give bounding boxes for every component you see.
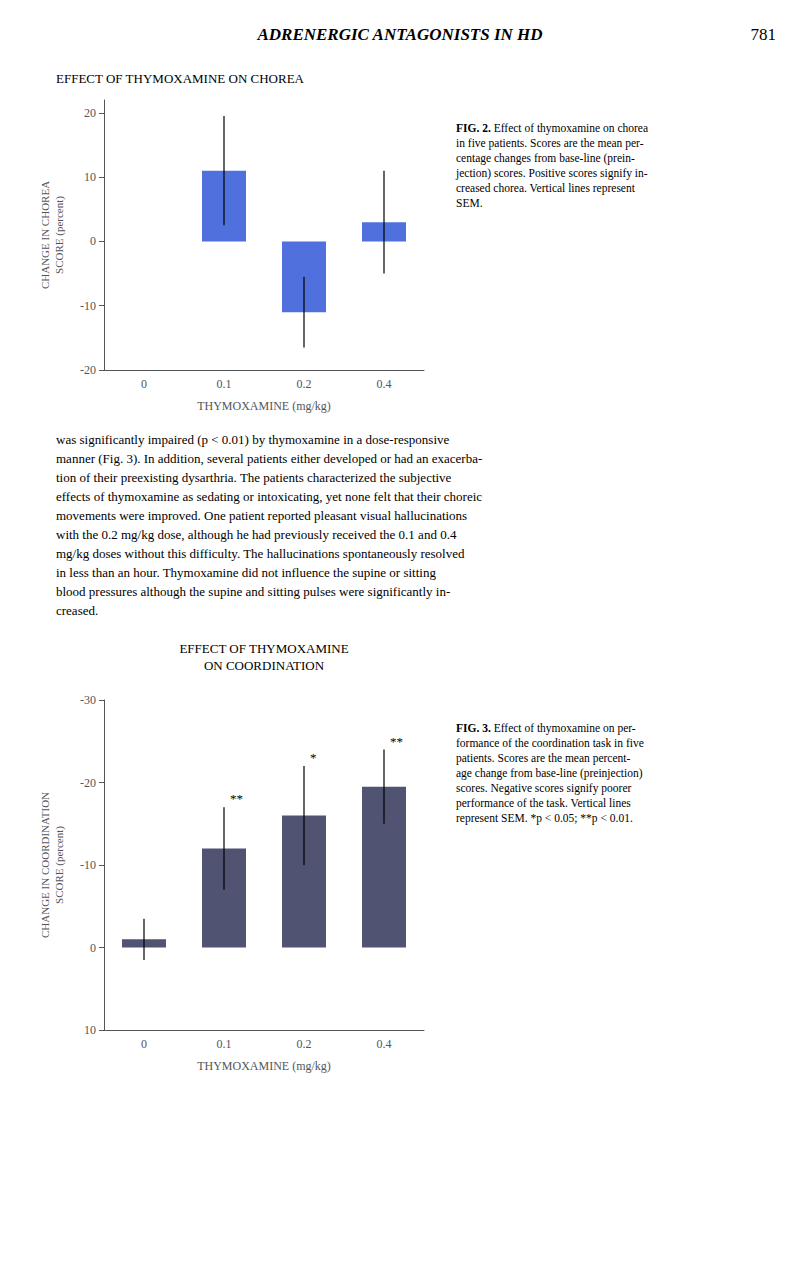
svg-text:centage changes from base-line: centage changes from base-line (prein- [456, 152, 635, 165]
svg-text:10: 10 [84, 170, 96, 184]
svg-text:0.1: 0.1 [217, 1037, 232, 1051]
svg-text:-20: -20 [80, 363, 96, 377]
svg-text:blood pressures although the s: blood pressures although the supine and … [56, 584, 450, 599]
svg-text:0.2: 0.2 [297, 1037, 312, 1051]
svg-text:THYMOXAMINE (mg/kg): THYMOXAMINE (mg/kg) [197, 399, 331, 413]
svg-text:0: 0 [90, 234, 96, 248]
svg-text:FIG. 2.: FIG. 2. [456, 122, 491, 134]
svg-text:-10: -10 [80, 299, 96, 313]
svg-text:was significantly impaired (p: was significantly impaired (p < 0.01) by… [56, 432, 450, 447]
svg-text:in five patients. Scores are t: in five patients. Scores are the mean pe… [456, 137, 644, 150]
svg-text:EFFECT OF THYMOXAMINE ON CHORE: EFFECT OF THYMOXAMINE ON CHOREA [56, 71, 305, 86]
svg-text:manner (Fig. 3). In addition,: manner (Fig. 3). In addition, several pa… [56, 451, 482, 466]
svg-text:patients. Scores are the mean: patients. Scores are the mean percent- [456, 752, 631, 765]
svg-text:-10: -10 [80, 858, 96, 872]
svg-text:performance of the task. Verti: performance of the task. Vertical lines [456, 797, 631, 810]
svg-text:0: 0 [141, 1037, 147, 1051]
svg-text:0.2: 0.2 [297, 377, 312, 391]
svg-text:0.4: 0.4 [377, 377, 392, 391]
svg-text:effects of thymoxamine as seda: effects of thymoxamine as sedating or in… [56, 489, 482, 504]
svg-text:creased chorea. Vertical lines: creased chorea. Vertical lines represent [456, 182, 636, 195]
svg-text:0: 0 [141, 377, 147, 391]
svg-text:781: 781 [751, 25, 777, 44]
svg-text:THYMOXAMINE (mg/kg): THYMOXAMINE (mg/kg) [197, 1059, 331, 1073]
svg-text:SCORE (percent): SCORE (percent) [53, 196, 66, 274]
svg-text:CHANGE IN COORDINATION: CHANGE IN COORDINATION [39, 792, 51, 938]
svg-text:0.1: 0.1 [217, 377, 232, 391]
svg-text:10: 10 [84, 1023, 96, 1037]
svg-text:with the 0.2 mg/kg dose, altho: with the 0.2 mg/kg dose, although he had… [56, 527, 457, 542]
svg-text:jection) scores. Positive scor: jection) scores. Positive scores signify… [455, 167, 648, 180]
svg-text:SEM.: SEM. [456, 197, 483, 209]
svg-text:**: ** [390, 734, 403, 749]
svg-text:Effect of thymoxamine on per-: Effect of thymoxamine on per- [491, 722, 636, 735]
svg-text:scores. Negative scores signif: scores. Negative scores signify poorer [456, 782, 631, 795]
svg-text:tion of their preexisting dysa: tion of their preexisting dysarthria. Th… [56, 470, 452, 485]
svg-text:ADRENERGIC ANTAGONISTS IN HD: ADRENERGIC ANTAGONISTS IN HD [256, 25, 542, 44]
svg-text:formance of the coordination t: formance of the coordination task in fiv… [456, 737, 644, 749]
svg-text:-30: -30 [80, 693, 96, 707]
svg-text:mg/kg doses without this diffi: mg/kg doses without this difficulty. The… [56, 546, 465, 561]
svg-text:EFFECT OF THYMOXAMINE: EFFECT OF THYMOXAMINE [179, 641, 348, 656]
svg-text:ON COORDINATION: ON COORDINATION [204, 658, 325, 673]
svg-text:FIG. 3.: FIG. 3. [456, 722, 491, 734]
svg-text:represent SEM. *p < 0.05; **p: represent SEM. *p < 0.05; **p < 0.01. [456, 812, 633, 825]
svg-text:20: 20 [84, 106, 96, 120]
svg-text:SCORE (percent): SCORE (percent) [53, 826, 66, 904]
svg-text:**: ** [230, 791, 243, 806]
svg-text:CHANGE IN CHOREA: CHANGE IN CHOREA [39, 181, 51, 289]
svg-text:in less than an hour. Thymoxam: in less than an hour. Thymoxamine did no… [56, 565, 436, 580]
svg-text:*: * [310, 750, 317, 765]
svg-text:Effect of thymoxamine on chore: Effect of thymoxamine on chorea [491, 122, 648, 135]
svg-text:-20: -20 [80, 776, 96, 790]
svg-text:0.4: 0.4 [377, 1037, 392, 1051]
svg-text:age change from base-line (pre: age change from base-line (preinjection) [456, 767, 643, 780]
svg-text:movements were improved. One p: movements were improved. One patient rep… [56, 508, 467, 523]
svg-text:0: 0 [90, 941, 96, 955]
svg-text:creased.: creased. [56, 603, 98, 618]
